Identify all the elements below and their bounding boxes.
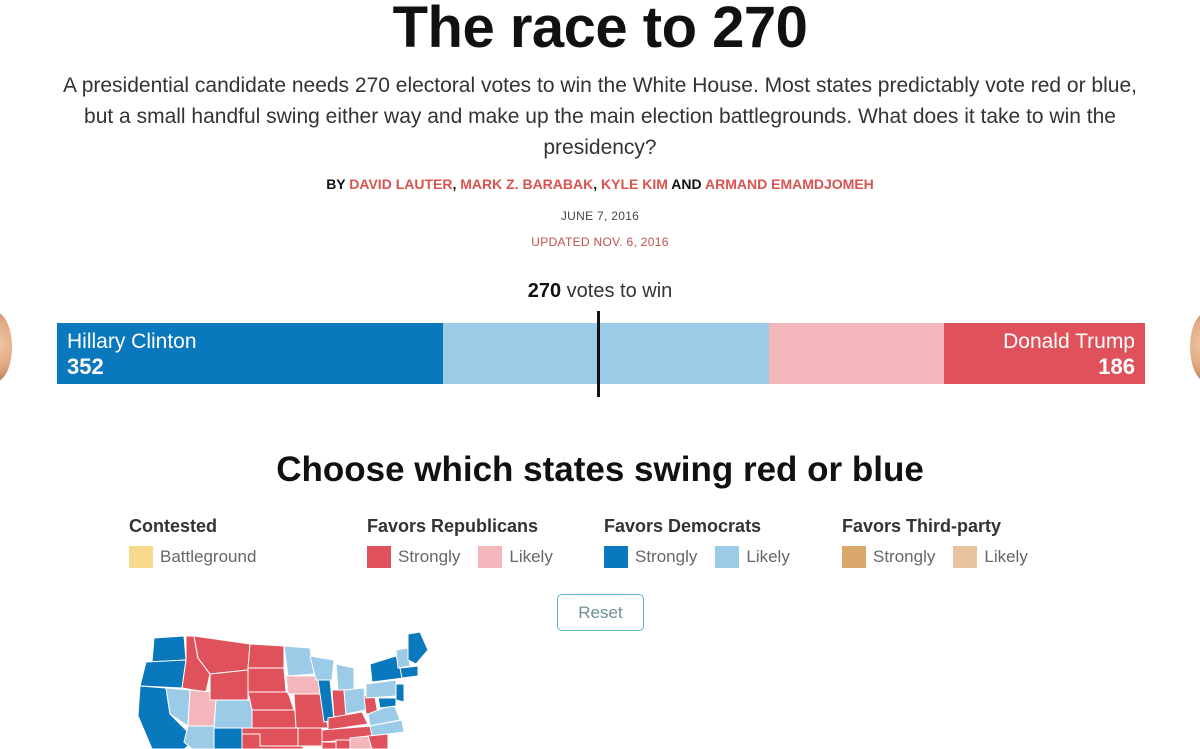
legend-item-third-likely: Likely <box>953 546 1028 568</box>
right-candidate-votes: 186 <box>1098 354 1135 379</box>
updated-date: UPDATED NOV. 6, 2016 <box>531 235 669 249</box>
bar-segment-rep-strong: Donald Trump 186 <box>944 323 1145 384</box>
state-michigan[interactable] <box>335 663 355 691</box>
legend-label: Strongly <box>398 547 461 566</box>
author-link[interactable]: ARMAND EMAMDJOMEH <box>705 176 874 192</box>
legend-item-third-strongly: Strongly <box>842 546 935 568</box>
page-title: The race to 270 <box>392 0 808 60</box>
state-massachusetts[interactable] <box>399 665 419 679</box>
state-new-mexico[interactable] <box>213 727 243 749</box>
threshold-number: 270 <box>527 280 562 302</box>
section-title: Choose which states swing red or blue <box>276 450 924 489</box>
legend-heading: Favors Democrats <box>604 516 762 536</box>
state-maryland[interactable] <box>377 697 397 709</box>
us-map-svg[interactable] <box>132 630 432 749</box>
legend-label: Likely <box>746 547 790 566</box>
right-candidate-name: Donald Trump <box>1003 330 1135 353</box>
dem-likely-swatch <box>715 546 740 568</box>
threshold-label: 270 votes to win <box>0 280 1200 303</box>
third-strong-swatch <box>842 546 866 568</box>
legend-contested: Contested Battleground <box>129 516 274 568</box>
author-link[interactable]: KYLE KIM <box>601 176 668 192</box>
legend-label: Strongly <box>873 547 936 566</box>
publish-date: JUNE 7, 2016 <box>560 209 640 223</box>
state-south-dakota[interactable] <box>247 667 287 693</box>
state-nebraska[interactable] <box>247 691 295 711</box>
clinton-avatar <box>0 312 12 382</box>
state-mississippi[interactable] <box>321 741 337 749</box>
third-likely-swatch <box>953 546 978 568</box>
rep-strong-swatch <box>367 546 391 568</box>
rep-likely-swatch <box>478 546 503 568</box>
dem-strong-swatch <box>604 546 628 568</box>
bar-segment-dem-likely <box>443 323 769 384</box>
state-iowa[interactable] <box>285 675 321 695</box>
legend-third-party: Favors Third-party Strongly Likely <box>842 516 1046 568</box>
legend-item-dem-likely: Likely <box>715 546 790 568</box>
legend-democrats: Favors Democrats Strongly Likely <box>604 516 808 568</box>
state-colorado[interactable] <box>213 699 253 729</box>
left-candidate: Hillary Clinton 352 <box>67 329 197 380</box>
threshold-text: votes to win <box>566 280 673 302</box>
article-dek: A presidential candidate needs 270 elect… <box>63 74 1137 159</box>
legend-heading: Favors Third-party <box>842 516 1002 536</box>
state-minnesota[interactable] <box>283 645 315 677</box>
byline: By DAVID LAUTER, MARK Z. BARABAK, KYLE K… <box>326 176 874 192</box>
legend-republicans: Favors Republicans Strongly Likely <box>367 516 571 568</box>
electoral-vote-bar: Hillary Clinton 352 Donald Trump 186 <box>57 323 1145 384</box>
state-new-jersey[interactable] <box>395 683 405 703</box>
state-alabama[interactable] <box>335 739 351 749</box>
reset-button[interactable]: Reset <box>557 594 644 631</box>
author-link[interactable]: DAVID LAUTER <box>349 176 453 192</box>
author-link[interactable]: MARK Z. BARABAK <box>460 176 594 192</box>
threshold-marker <box>597 311 600 397</box>
state-north-carolina[interactable] <box>369 719 405 737</box>
byline-prefix: By <box>326 176 346 192</box>
state-kentucky[interactable] <box>327 711 369 731</box>
state-ohio[interactable] <box>343 687 367 715</box>
state-oregon[interactable] <box>139 659 187 689</box>
legend-item-battleground: Battleground <box>129 546 256 568</box>
state-arkansas[interactable] <box>297 727 323 747</box>
battleground-swatch <box>129 546 153 568</box>
state-north-dakota[interactable] <box>247 643 285 669</box>
legend-heading: Favors Republicans <box>367 516 539 536</box>
right-candidate: Donald Trump 186 <box>1003 329 1135 380</box>
legend-label: Battleground <box>160 547 257 566</box>
state-kansas[interactable] <box>251 709 297 729</box>
state-washington[interactable] <box>151 635 187 663</box>
legend-item-rep-strongly: Strongly <box>367 546 460 568</box>
left-candidate-name: Hillary Clinton <box>67 330 197 353</box>
legend-item-dem-strongly: Strongly <box>604 546 697 568</box>
legend-item-rep-likely: Likely <box>478 546 553 568</box>
state-south-carolina[interactable] <box>367 733 389 749</box>
state-arizona[interactable] <box>183 725 215 749</box>
legend-heading: Contested <box>129 516 218 536</box>
bar-segment-rep-likely <box>769 323 944 384</box>
legend-label: Likely <box>509 547 553 566</box>
legend-label: Strongly <box>635 547 698 566</box>
state-wisconsin[interactable] <box>309 655 335 681</box>
state-vermont-nh[interactable] <box>395 647 411 669</box>
bar-segment-dem-strong: Hillary Clinton 352 <box>57 323 443 384</box>
byline-and: AND <box>671 176 702 192</box>
left-candidate-votes: 352 <box>67 354 104 379</box>
us-state-map[interactable] <box>132 630 432 749</box>
state-pennsylvania[interactable] <box>365 679 399 699</box>
state-georgia[interactable] <box>349 735 373 749</box>
trump-avatar <box>1190 312 1200 382</box>
legend-label: Likely <box>984 547 1028 566</box>
state-maine[interactable] <box>407 631 429 665</box>
state-wyoming[interactable] <box>209 669 249 701</box>
